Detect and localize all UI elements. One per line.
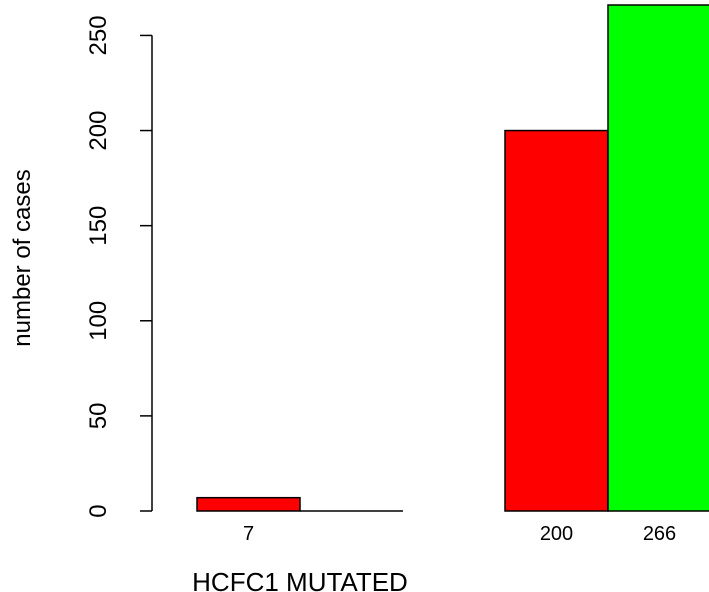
y-tick-label: 50 — [85, 403, 112, 430]
y-tick-label: 250 — [85, 15, 112, 55]
x-axis-title: HCFC1 MUTATED — [192, 567, 408, 592]
y-tick-label: 200 — [85, 111, 112, 151]
bar-value-label: 266 — [643, 523, 676, 545]
bar-group-1-bar-1 — [196, 496, 301, 512]
bar-value-label: 7 — [243, 523, 254, 545]
y-tick-label: 100 — [85, 301, 112, 341]
bars — [196, 4, 709, 512]
bar-group-2-bar-1 — [504, 129, 609, 512]
y-axis-title: number of cases — [9, 169, 36, 346]
y-tick-label: 0 — [85, 504, 112, 517]
y-tick-label: 150 — [85, 206, 112, 246]
bar-labels: 7 200 266 — [243, 523, 676, 545]
bar-group-2-bar-2 — [607, 4, 709, 512]
y-axis: 0 50 100 150 200 250 — [85, 15, 153, 518]
bar-value-label: 200 — [540, 523, 573, 545]
